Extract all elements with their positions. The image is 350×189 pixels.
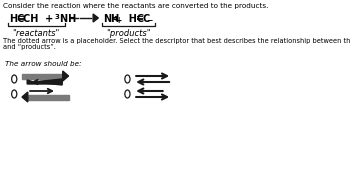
Polygon shape	[63, 71, 69, 81]
Text: NH: NH	[104, 14, 120, 24]
Text: "reactants": "reactants"	[13, 29, 60, 38]
Text: C: C	[142, 14, 149, 24]
Text: Consider the reaction where the reactants are converted to the products.: Consider the reaction where the reactant…	[2, 3, 268, 9]
Text: The dotted arrow is a placeholder. Select the descriptor that best describes the: The dotted arrow is a placeholder. Selec…	[2, 38, 350, 44]
Text: CH  +  NH: CH + NH	[23, 14, 77, 24]
Text: "products": "products"	[106, 29, 151, 38]
Text: +: +	[115, 16, 121, 25]
Polygon shape	[93, 14, 98, 22]
Text: HC: HC	[9, 14, 25, 24]
Polygon shape	[22, 92, 28, 102]
Polygon shape	[22, 74, 63, 78]
Text: −: −	[146, 16, 153, 25]
Text: 3: 3	[54, 14, 59, 20]
Polygon shape	[27, 80, 62, 84]
Text: and “products”.: and “products”.	[2, 44, 55, 50]
Polygon shape	[28, 94, 69, 99]
Text: HC: HC	[121, 14, 144, 24]
Text: 4: 4	[113, 16, 118, 22]
Polygon shape	[34, 79, 62, 85]
Text: The arrow should be:: The arrow should be:	[5, 61, 82, 67]
